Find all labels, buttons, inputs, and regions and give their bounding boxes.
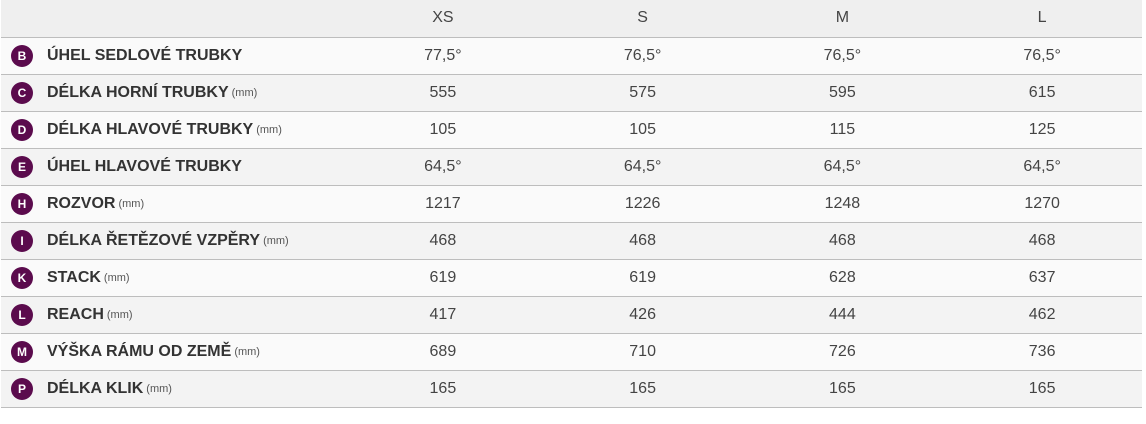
measurement-name: STACK bbox=[47, 268, 101, 286]
measurement-value: 64,5° bbox=[424, 157, 462, 175]
header-empty bbox=[1, 0, 343, 37]
table-row: H ROZVOR (mm) 1217 1226 1248 1270 bbox=[1, 185, 1142, 222]
table-row: L REACH (mm) 417 426 444 462 bbox=[1, 296, 1142, 333]
measurement-value: 1270 bbox=[1024, 194, 1060, 212]
measurement-badge: E bbox=[11, 155, 33, 178]
measurement-value: 105 bbox=[629, 120, 656, 138]
measurement-value: 575 bbox=[629, 83, 656, 101]
measurement-value: 637 bbox=[1028, 268, 1056, 286]
measurement-unit: (mm) bbox=[234, 345, 260, 358]
measurement-badge: H bbox=[11, 192, 33, 215]
geometry-table: XS S M L B ÚHEL SEDLOVÉ TRUBKY 77,5° 76,5° 7… bbox=[1, 0, 1142, 408]
measurement-value: 710 bbox=[629, 342, 656, 360]
measurement-value: 76,5° bbox=[1023, 46, 1061, 64]
measurement-value: 165 bbox=[829, 379, 856, 397]
measurement-value: 125 bbox=[1028, 120, 1056, 138]
table-row: M VÝŠKA RÁMU OD ZEMĚ (mm) 689 710 726 736 bbox=[1, 333, 1142, 370]
measurement-unit: (mm) bbox=[146, 382, 172, 395]
measurement-value: 628 bbox=[829, 268, 856, 286]
measurement-value: 595 bbox=[829, 83, 856, 101]
measurement-badge: D bbox=[11, 118, 33, 141]
measurement-badge: C bbox=[11, 81, 33, 104]
measurement-value: 115 bbox=[829, 120, 856, 138]
measurement-label: H ROZVOR (mm) bbox=[1, 185, 343, 222]
measurement-value: 555 bbox=[429, 83, 457, 101]
measurement-badge: P bbox=[11, 377, 33, 400]
measurement-label: B ÚHEL SEDLOVÉ TRUBKY bbox=[1, 37, 343, 74]
measurement-unit: (mm) bbox=[103, 271, 130, 284]
measurement-badge: M bbox=[11, 340, 33, 363]
table-row: E ÚHEL HLAVOVÉ TRUBKY 64,5° 64,5° 64,5° 64,5° bbox=[1, 148, 1142, 185]
measurement-name: ÚHEL SEDLOVÉ TRUBKY bbox=[47, 46, 243, 64]
measurement-label: D DÉLKA HLAVOVÉ TRUBKY (mm) bbox=[1, 111, 343, 148]
measurement-label: P DÉLKA KLIK (mm) bbox=[1, 370, 343, 407]
measurement-value: 1226 bbox=[624, 194, 661, 212]
measurement-unit: (mm) bbox=[118, 197, 145, 210]
measurement-value: 64,5° bbox=[823, 157, 862, 175]
size-header: L bbox=[1037, 9, 1047, 27]
measurement-name: DÉLKA ŘETĚZOVÉ VZPĚRY bbox=[47, 231, 261, 249]
measurement-unit: (mm) bbox=[231, 86, 258, 99]
measurement-value: 689 bbox=[429, 342, 457, 360]
measurement-label: I DÉLKA ŘETĚZOVÉ VZPĚRY (mm) bbox=[1, 222, 343, 259]
measurement-name: ÚHEL HLAVOVÉ TRUBKY bbox=[47, 157, 242, 175]
measurement-name: VÝŠKA RÁMU OD ZEMĚ bbox=[47, 342, 232, 360]
table-row: B ÚHEL SEDLOVÉ TRUBKY 77,5° 76,5° 76,5° 76,5° bbox=[1, 37, 1142, 74]
measurement-value: 468 bbox=[1028, 231, 1056, 249]
measurement-name: REACH bbox=[47, 305, 104, 323]
measurement-badge: I bbox=[11, 229, 33, 252]
size-header: M bbox=[835, 9, 850, 27]
measurement-value: 726 bbox=[829, 342, 856, 360]
measurement-value: 1217 bbox=[425, 194, 461, 212]
measurement-value: 468 bbox=[429, 231, 457, 249]
header-row: XS S M L bbox=[1, 0, 1142, 37]
measurement-badge: B bbox=[11, 44, 33, 67]
size-header: XS bbox=[432, 9, 454, 27]
size-header: S bbox=[637, 9, 648, 27]
table-row: C DÉLKA HORNÍ TRUBKY (mm) 555 575 595 615 bbox=[1, 74, 1142, 111]
measurement-value: 165 bbox=[429, 379, 457, 397]
measurement-value: 64,5° bbox=[1023, 157, 1061, 175]
measurement-badge: L bbox=[11, 303, 33, 326]
measurement-unit: (mm) bbox=[106, 308, 133, 321]
table-row: I DÉLKA ŘETĚZOVÉ VZPĚRY (mm) 468 468 468 468 bbox=[1, 222, 1142, 259]
measurement-badge: K bbox=[11, 266, 33, 289]
measurement-value: 165 bbox=[629, 379, 656, 397]
measurement-value: 77,5° bbox=[424, 46, 462, 64]
measurement-label: L REACH (mm) bbox=[1, 296, 343, 333]
measurement-value: 619 bbox=[629, 268, 656, 286]
measurement-value: 426 bbox=[629, 305, 656, 323]
measurement-value: 165 bbox=[1028, 379, 1056, 397]
measurement-unit: (mm) bbox=[263, 234, 289, 247]
measurement-value: 619 bbox=[429, 268, 457, 286]
measurement-name: DÉLKA HORNÍ TRUBKY bbox=[47, 83, 229, 101]
measurement-value: 462 bbox=[1028, 305, 1056, 323]
measurement-value: 736 bbox=[1028, 342, 1056, 360]
measurement-value: 444 bbox=[829, 305, 856, 323]
table-row: K STACK (mm) 619 619 628 637 bbox=[1, 259, 1142, 296]
measurement-value: 105 bbox=[429, 120, 457, 138]
measurement-value: 468 bbox=[629, 231, 656, 249]
measurement-value: 615 bbox=[1028, 83, 1056, 101]
measurement-label: E ÚHEL HLAVOVÉ TRUBKY bbox=[1, 148, 343, 185]
measurement-label: K STACK (mm) bbox=[1, 259, 343, 296]
measurement-name: ROZVOR bbox=[47, 194, 116, 212]
measurement-value: 1248 bbox=[824, 194, 861, 212]
table-row: D DÉLKA HLAVOVÉ TRUBKY (mm) 105 105 115 125 bbox=[1, 111, 1142, 148]
measurement-value: 64,5° bbox=[623, 157, 662, 175]
measurement-unit: (mm) bbox=[256, 123, 282, 136]
measurement-label: M VÝŠKA RÁMU OD ZEMĚ (mm) bbox=[1, 333, 343, 370]
table-row: P DÉLKA KLIK (mm) 165 165 165 165 bbox=[1, 370, 1142, 407]
measurement-name: DÉLKA KLIK bbox=[47, 379, 144, 397]
measurement-value: 417 bbox=[429, 305, 457, 323]
measurement-name: DÉLKA HLAVOVÉ TRUBKY bbox=[47, 120, 254, 138]
measurement-label: C DÉLKA HORNÍ TRUBKY (mm) bbox=[1, 74, 343, 111]
measurement-value: 76,5° bbox=[623, 46, 662, 64]
measurement-value: 76,5° bbox=[823, 46, 862, 64]
measurement-value: 468 bbox=[829, 231, 856, 249]
